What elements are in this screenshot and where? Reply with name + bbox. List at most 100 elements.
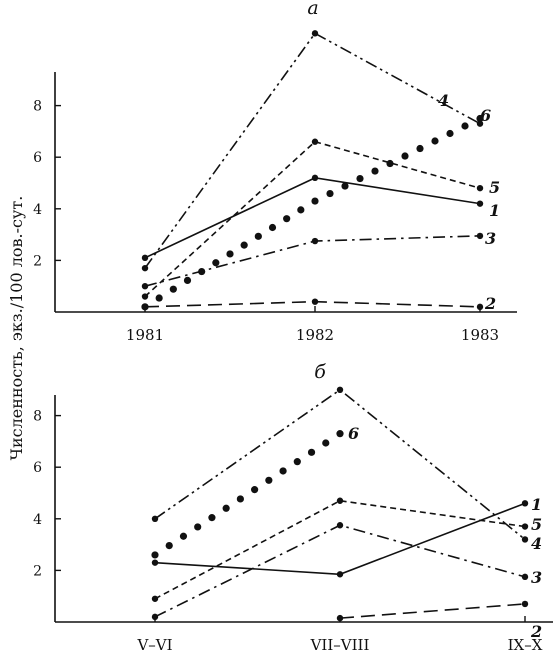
data-point (141, 264, 149, 272)
series-dot (151, 551, 159, 559)
x-tick-label: 1983 (461, 326, 499, 344)
series-label: 2 (530, 622, 542, 641)
series-dot (307, 448, 316, 456)
series-label: 5 (531, 515, 542, 534)
series-label: 5 (489, 178, 500, 197)
data-point (311, 237, 319, 245)
series-dot (236, 495, 244, 503)
data-point (141, 254, 149, 262)
series-dot (155, 294, 163, 302)
series-4: 4 (151, 386, 542, 553)
series-line (144, 32, 481, 269)
y-tick-label: 2 (33, 563, 42, 579)
data-point (521, 500, 529, 507)
y-tick-label: 8 (33, 99, 42, 115)
data-point (521, 600, 529, 608)
series-1: 1 (151, 495, 542, 578)
series-dot (179, 532, 188, 540)
y-axis-label: Численность, экз./100 лов.-сут. (7, 196, 26, 461)
y-tick-label: 4 (33, 202, 42, 218)
series-dot (476, 114, 484, 123)
series-2: 2 (336, 600, 542, 641)
y-tick-label: 6 (33, 150, 42, 166)
series-line (144, 140, 481, 298)
data-point (476, 200, 484, 207)
panel-label: а (307, 0, 318, 19)
series-6: 6 (141, 106, 491, 311)
series-line (144, 177, 481, 259)
series-dot (222, 504, 230, 512)
series-dot (268, 223, 277, 232)
series-dot (212, 259, 220, 267)
series-dot (251, 486, 259, 494)
series-dot (169, 285, 177, 293)
series-3: 3 (151, 522, 542, 621)
series-dot (336, 430, 344, 438)
series-label: 1 (489, 201, 500, 220)
series-dot (240, 241, 248, 249)
series-label: 6 (348, 424, 359, 443)
x-tick-label: IX–X (508, 636, 543, 654)
series-dot (431, 137, 439, 145)
data-point (476, 232, 484, 240)
series-line (144, 235, 481, 287)
data-point (311, 138, 319, 145)
series-3: 3 (141, 229, 496, 290)
x-tick-label: 1981 (126, 326, 164, 344)
series-dot (226, 250, 234, 258)
y-tick-label: 4 (33, 512, 42, 528)
data-point (336, 571, 344, 578)
data-point (336, 497, 344, 504)
series-line (154, 499, 526, 600)
x-tick-label: 1982 (296, 326, 334, 344)
series-line (154, 524, 526, 618)
series-dot (297, 206, 305, 214)
data-point (151, 559, 159, 566)
series-dot (401, 152, 409, 160)
series-dot (183, 276, 192, 284)
panel-a: а 2 4 6 8 1981 1982 1983 1 2 3 4 5 6 (33, 0, 517, 344)
data-point (141, 293, 149, 300)
series-dot (341, 182, 349, 190)
series-label: 3 (485, 229, 496, 248)
series-dot (194, 523, 202, 531)
data-point (311, 174, 319, 182)
series-dot (141, 303, 149, 311)
series-2: 2 (141, 294, 496, 313)
series-label: 4 (438, 91, 449, 110)
series-4: 4 (141, 30, 484, 272)
series-dot (371, 167, 379, 175)
data-point (311, 298, 319, 305)
series-label: 2 (484, 294, 496, 313)
data-point (151, 613, 159, 621)
y-tick-label: 6 (33, 460, 42, 476)
series-line (339, 603, 526, 619)
series-dot (165, 541, 173, 550)
series-dot (208, 514, 216, 522)
x-tick-label: V–VI (136, 636, 172, 654)
series-dot (386, 159, 394, 168)
series-dot (254, 232, 262, 240)
series-5: 5 (151, 497, 542, 602)
series-line (154, 502, 526, 576)
data-point (151, 595, 159, 602)
data-point (336, 614, 344, 622)
series-label: 1 (531, 495, 542, 514)
series-dot (283, 215, 291, 223)
series-label: 3 (531, 568, 542, 587)
y-tick-label: 8 (33, 409, 42, 425)
series-dot (446, 129, 454, 138)
series-dot (311, 197, 319, 205)
series-dot (356, 174, 364, 183)
y-tick-label: 2 (33, 253, 42, 269)
series-label: 6 (480, 106, 491, 125)
panel-label: б (314, 361, 326, 383)
x-tick-label: VII–VIII (310, 636, 370, 654)
data-point (151, 515, 159, 522)
series-5: 5 (141, 138, 500, 300)
data-point (476, 303, 484, 311)
data-point (476, 184, 484, 192)
series-dot (198, 267, 206, 276)
